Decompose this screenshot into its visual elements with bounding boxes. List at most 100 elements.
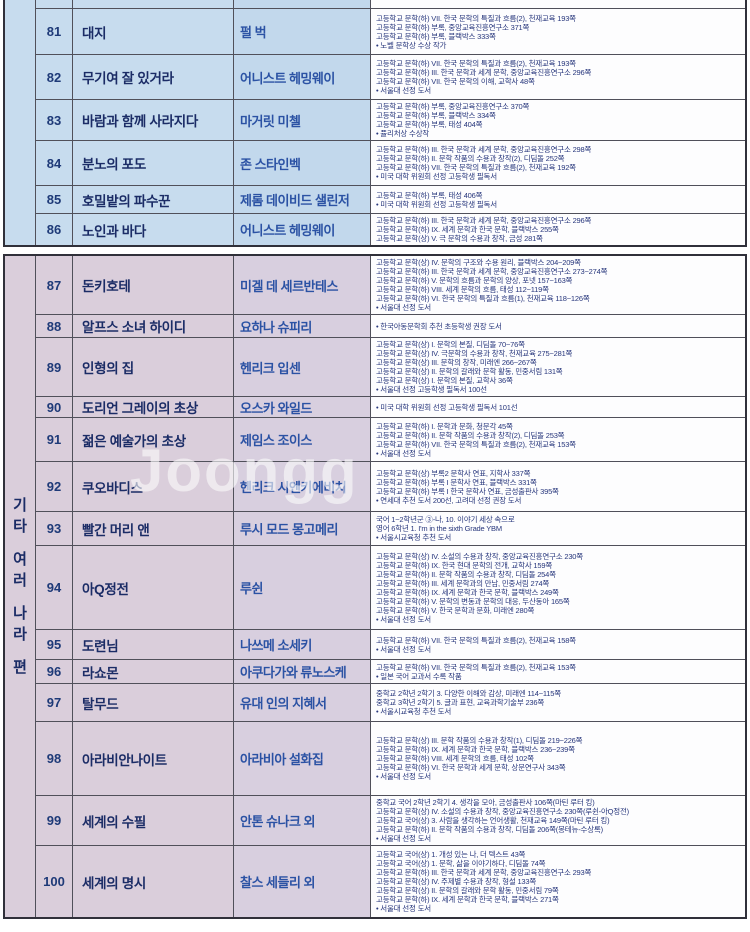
note-line: 중학교 3학년 2학기 5. 글과 표현, 교육과학기술부 236쪽 xyxy=(376,698,545,707)
title-cell: 알프스 소녀 하이디 xyxy=(73,315,234,337)
note-line: • 미국 대학 위원회 선정 고등학생 필독서 xyxy=(376,199,497,209)
note-line: 고등학교 문학(하) VI. 한국 문학의 특질과 흐름(1), 천재교육 11… xyxy=(376,294,590,303)
author-cell: 어니스트 헤밍웨이 xyxy=(234,214,371,245)
author-cell: 찰스 세들리 외 xyxy=(234,846,371,917)
note-line: 고등학교 문학(하) VIII. 세계 문학의 흐름, 태성 102쪽 xyxy=(376,754,534,763)
author-cell: 아쿠다가와 류노스케 xyxy=(234,660,371,683)
section-label-word: 편 xyxy=(13,657,27,678)
table-row: 94 아Q정전 루쉰 고등학교 문학(상) IV. 소설의 수용과 창작, 중앙교육진… xyxy=(36,545,745,629)
section-label-column xyxy=(5,0,36,245)
author-cell: 아라비아 설화집 xyxy=(234,722,371,795)
notes-cell: 고등학교 문학(하) III. 한국 문학과 세계 문학, 중앙교육진흥연구소 … xyxy=(371,214,745,245)
row-number-cell: 89 xyxy=(36,338,73,396)
section-label-char: 여 xyxy=(13,551,27,568)
table-row: 100 세계의 명시 찰스 세들리 외 고등학교 국어(상) 1. 개성 있는 나, … xyxy=(36,845,745,917)
note-line: • 한국아동문학회 추천 초등학생 권장 도서 xyxy=(376,321,502,331)
note-line: 고등학교 문학(하) V. 한국 문학과 문화, 미래엔 280쪽 xyxy=(376,605,535,615)
note-line: 고등학교 문학(상) IV. 소설의 수용과 창작, 중앙교육진흥연구소 230… xyxy=(376,807,629,816)
note-line: • 일본 국어 교과서 수록 작품 xyxy=(376,671,462,681)
note-line: 고등학교 문학(하) VII. 한국 문학의 특질과 흐름(2), 천재교육 1… xyxy=(376,13,576,23)
notes-cell: 국어 1~2학년군 ③-나, 10. 이야기 세상 속으로 영어 6학년 1. I… xyxy=(371,512,745,545)
title-cell: 라쇼몬 xyxy=(73,660,234,683)
notes-cell: 고등학교 문학(상) IV. 소설의 수용과 창작, 중앙교육진흥연구소 230… xyxy=(371,546,745,629)
note-line: 고등학교 문학(하) II. 문학 작품의 수용과 창작, 디딤돌 206쪽(몽… xyxy=(376,825,603,834)
note-line: 고등학교 국어(상) 1. 문학, 삶을 이야기하다, 디딤돌 74쪽 xyxy=(376,859,546,868)
row-number-cell: 98 xyxy=(36,722,73,795)
note-line: 고등학교 문학(하) 부록, 태성 406쪽 xyxy=(376,190,483,200)
note-line: 고등학교 문학(하) I. 문학과 문화, 청문각 45쪽 xyxy=(376,421,513,431)
table-row: 92 쿠오바디스 헨리크 시엔키에비치 고등학교 문학(상) 부록2 문학사 연표, … xyxy=(36,461,745,511)
note-line: 고등학교 문학(하) VII. 한국 문학의 특질과 흐름(2), 천재교육 1… xyxy=(376,635,576,645)
note-line: 고등학교 문학(하) 부록, 중앙교육진흥연구소 370쪽 xyxy=(376,102,530,111)
note-line: 고등학교 문학(하) 부록 I 한국 문학사 연표, 금성출판사 395쪽 xyxy=(376,486,559,496)
note-line: 고등학교 문학(상) 부록2 문학사 연표, 지학사 337쪽 xyxy=(376,468,531,478)
note-line: • 서울대 선정 도서 xyxy=(376,448,431,458)
note-line: 고등학교 문학(상) I. 문학의 본질, 교학사 36쪽 xyxy=(376,376,513,385)
table-row: 96 라쇼몬 아쿠다가와 류노스케 고등학교 문학(하) VII. 한국 문학의 특질… xyxy=(36,659,745,683)
table-row: 88 알프스 소녀 하이디 요하나 슈피리 • 한국아동문학회 추천 초등학생 권장 … xyxy=(36,314,745,337)
table-row: 93 빨간 머리 앤 루시 모드 몽고메리 국어 1~2학년군 ③-나, 10. 이야… xyxy=(36,511,745,545)
note-line: 고등학교 문학(상) IV. 문학의 구조와 수용 원리, 블랙박스 204~2… xyxy=(376,258,581,267)
note-line: 고등학교 문학(하) 부록, 태성 404쪽 xyxy=(376,120,483,129)
notes-cell: 고등학교 문학(하) VII. 한국 문학의 특질과 흐름(2), 천재교육 1… xyxy=(371,55,745,99)
row-number-cell: 94 xyxy=(36,546,73,629)
table-row: 84 분노의 포도 존 스타인벡 고등학교 문학(하) III. 한국 문학과 세계 … xyxy=(36,140,745,185)
row-number-cell: 83 xyxy=(36,100,73,140)
table-row: 81 대지 펄 벅 고등학교 문학(하) VII. 한국 문학의 특질과 흐름(2),… xyxy=(36,8,745,54)
note-line: 고등학교 문학(상) II. 문학의 갈래와 문학 활동, 민중서림 79쪽 xyxy=(376,886,559,895)
title-cell: 무기여 잘 있거라 xyxy=(73,55,234,99)
note-line: 고등학교 문학(상) IV. 소설의 수용과 창작, 중앙교육진흥연구소 230… xyxy=(376,551,583,561)
notes-cell: 고등학교 문학(하) 부록, 태성 406쪽 • 미국 대학 위원회 선정 고등학… xyxy=(371,186,745,213)
note-line: • 서울대 선정 도서 xyxy=(376,772,431,781)
title-cell: 세계의 명시 xyxy=(73,846,234,917)
title-cell: 도련님 xyxy=(73,630,234,659)
note-line: 고등학교 문학(하) IX. 세계 문학과 한국 문학, 블랙박스 255쪽 xyxy=(376,225,559,234)
title-cell: 노인과 바다 xyxy=(73,214,234,245)
table-row-partial xyxy=(36,0,745,8)
author-cell: 유대 인의 지혜서 xyxy=(234,684,371,721)
table-row: 82 무기여 잘 있거라 어니스트 헤밍웨이 고등학교 문학(하) VII. 한국 문… xyxy=(36,54,745,99)
note-line: • 서울대 선정 도서 xyxy=(376,904,431,913)
section-label-char: 기 xyxy=(13,497,27,514)
author-cell: 루시 모드 몽고메리 xyxy=(234,512,371,545)
author-cell: 안톤 슈나크 외 xyxy=(234,796,371,845)
note-line: 중학교 국어 2학년 2학기 4. 생각을 모아, 금성출판사 106쪽(마틴 … xyxy=(376,798,595,807)
note-line: • 서울대 선정 고등학생 필독서 100선 xyxy=(376,385,487,394)
section-label-char: 나 xyxy=(13,605,27,622)
title-cell: 세계의 수필 xyxy=(73,796,234,845)
author-cell xyxy=(234,0,371,8)
row-number-cell: 95 xyxy=(36,630,73,659)
notes-cell: 고등학교 문학(상) III. 문학 작품의 수용과 창작(1), 디딤돌 21… xyxy=(371,722,745,795)
note-line: • 서울시교육청 추천 도서 xyxy=(376,707,452,716)
note-line: 고등학교 문학(하) VII. 한국 문학의 특질과 흐름(2), 천재교육 1… xyxy=(376,439,576,449)
notes-cell: • 한국아동문학회 추천 초등학생 권장 도서 xyxy=(371,315,745,337)
note-line: • 미국 대학 위원회 선정 고등학생 필독서 101선 xyxy=(376,402,518,412)
section-label-char: 편 xyxy=(13,659,27,676)
row-number-cell: 81 xyxy=(36,9,73,54)
title-cell: 대지 xyxy=(73,9,234,54)
author-cell: 요하나 슈피리 xyxy=(234,315,371,337)
row-number-cell: 92 xyxy=(36,462,73,511)
title-cell: 탈무드 xyxy=(73,684,234,721)
title-cell: 분노의 포도 xyxy=(73,141,234,185)
table-rows: 87 돈키호테 미겔 데 세르반테스 고등학교 문학(상) IV. 문학의 구조와 수… xyxy=(36,256,745,917)
table-row: 97 탈무드 유대 인의 지혜서 중학교 2학년 2학기 3. 다양한 이해와 감상,… xyxy=(36,683,745,721)
note-line: 고등학교 국어(상) 1. 개성 있는 나, 더 텍스트 43쪽 xyxy=(376,850,526,859)
author-cell: 펄 벅 xyxy=(234,9,371,54)
notes-cell: 고등학교 문학(하) III. 한국 문학과 세계 문학, 중앙교육진흥연구소 … xyxy=(371,141,745,185)
row-number-cell: 82 xyxy=(36,55,73,99)
note-line: • 서울대 선정 도서 xyxy=(376,644,431,654)
note-line: 고등학교 문학(하) VIII. 세계 문학의 흐름, 태성 112~119쪽 xyxy=(376,285,549,294)
note-line: 고등학교 문학(하) 부록, 중앙교육진흥연구소 371쪽 xyxy=(376,22,530,32)
note-line: 고등학교 문학(하) III. 한국 문학과 세계 문학, 중앙교육진흥연구소 … xyxy=(376,868,592,877)
section-label-char: 러 xyxy=(13,572,27,589)
table-row: 89 인형의 집 헨리크 입센 고등학교 문학(상) I. 문학의 본질, 디딤돌 7… xyxy=(36,337,745,396)
note-line: 고등학교 문학(상) III. 문학 작품의 수용과 창작(1), 디딤돌 21… xyxy=(376,736,583,745)
table-row: 83 바람과 함께 사라지다 마거릿 미첼 고등학교 문학(하) 부록, 중앙교육진흥… xyxy=(36,99,745,140)
table-row: 85 호밀밭의 파수꾼 제롬 데이비드 샐린저 고등학교 문학(하) 부록, 태성 4… xyxy=(36,185,745,213)
